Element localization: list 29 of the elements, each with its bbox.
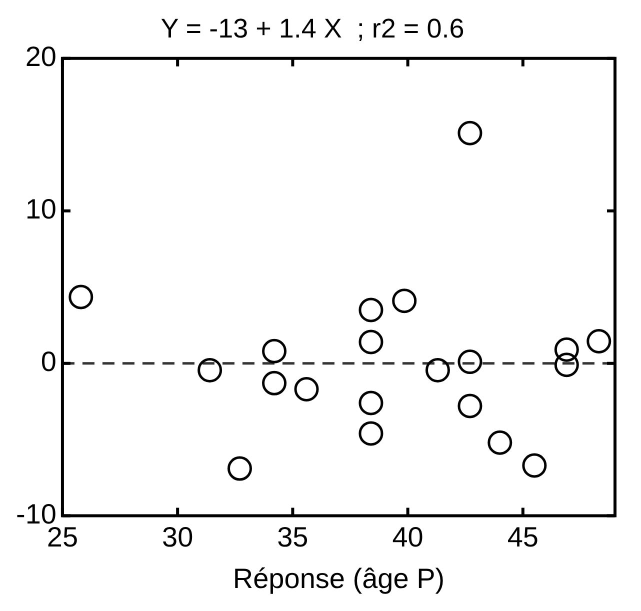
x-axis-title: Réponse (âge P) [232, 562, 445, 594]
point [425, 358, 450, 382]
chart-title: Y = -13 + 1.4 X ; r2 = 0.6 [160, 14, 464, 44]
point [262, 370, 287, 396]
point [198, 358, 222, 382]
point [458, 394, 482, 418]
point [358, 421, 384, 446]
x-tick-label: 35 [277, 521, 308, 552]
y-tick-label: 20 [25, 41, 56, 72]
point [458, 350, 482, 374]
point [392, 288, 417, 314]
y-tick-label: 10 [25, 194, 56, 225]
point [458, 120, 482, 146]
point [262, 338, 287, 364]
point [586, 328, 612, 354]
y-tick-label: 0 [40, 346, 56, 378]
point [554, 337, 579, 362]
point [522, 453, 547, 478]
point [68, 284, 94, 310]
point [358, 330, 384, 354]
point [227, 456, 252, 481]
x-tick-label: 30 [162, 521, 194, 552]
x-tick-label: 45 [507, 521, 538, 552]
point [358, 390, 384, 416]
point [358, 298, 384, 322]
point [488, 430, 512, 455]
x-tick-label: 40 [392, 521, 424, 552]
point [554, 352, 579, 378]
point [294, 377, 319, 402]
